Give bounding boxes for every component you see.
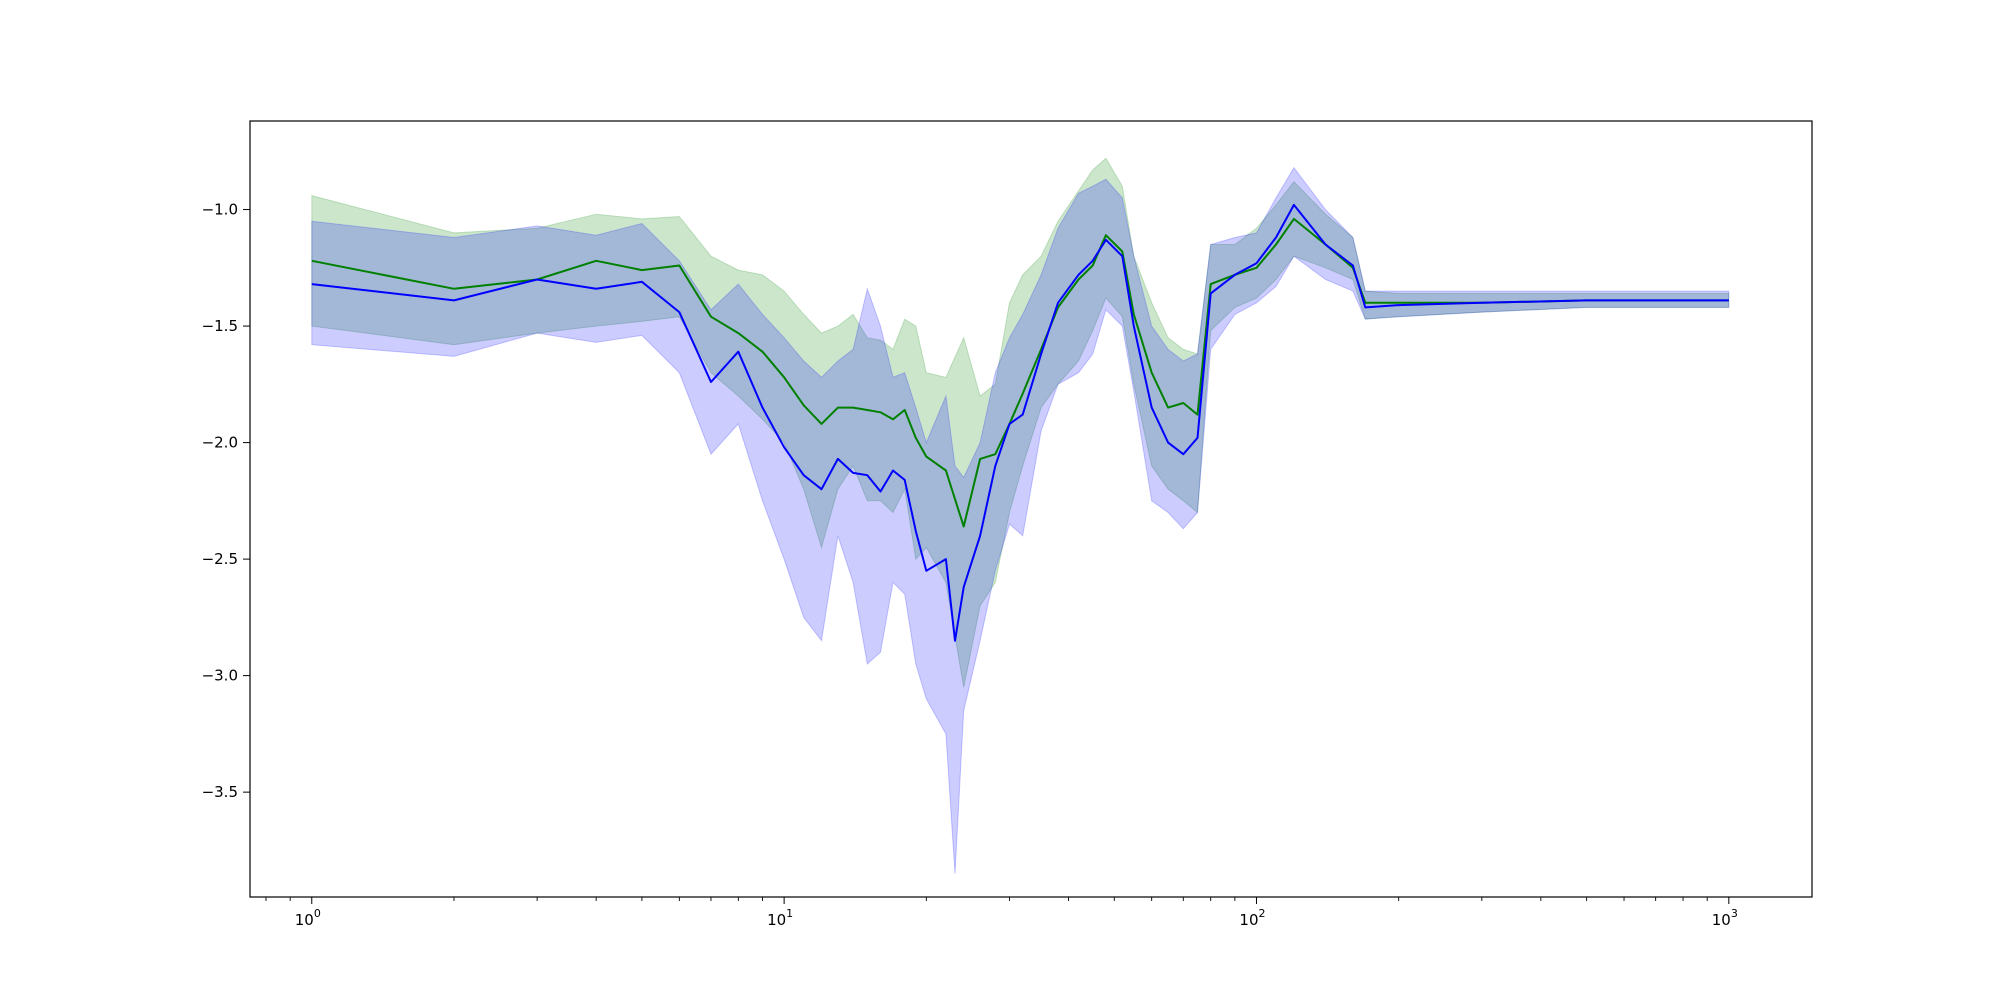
x-tick-label-base: 10 [295, 911, 314, 929]
x-tick-label-exponent: 0 [314, 907, 321, 920]
series-line-1 [311, 217, 1729, 528]
x-tick-label: 102 [1239, 907, 1265, 929]
bands-layer [311, 157, 1730, 874]
plot-frame [249, 120, 1813, 898]
x-tick-label-base: 10 [1239, 911, 1258, 929]
x-tick-label-exponent: 3 [1731, 907, 1738, 920]
x-tick-label-exponent: 2 [1259, 907, 1266, 920]
y-tick-label: −1.5 [202, 317, 238, 335]
series-line-2 [311, 203, 1729, 642]
y-tick-label: −3.0 [202, 667, 238, 685]
y-tick-label: −2.5 [202, 550, 238, 568]
x-axis: 100 101 102 103 [265, 897, 1738, 929]
y-tick-label: −3.5 [202, 783, 238, 801]
y-tick-label: −1.0 [202, 201, 238, 219]
confidence-band-1 [311, 157, 1730, 688]
confidence-band-2 [311, 166, 1730, 874]
x-tick-label: 101 [767, 907, 793, 929]
y-tick-label: −2.0 [202, 434, 238, 452]
x-tick-label-base: 10 [767, 911, 786, 929]
x-tick-label: 103 [1712, 907, 1738, 929]
x-tick-label-base: 10 [1712, 911, 1731, 929]
x-tick-label: 100 [295, 907, 321, 929]
y-axis: −1.0 −1.5 −2.0 −2.5 −3.0 −3.5 [202, 201, 250, 801]
x-tick-label-exponent: 1 [786, 907, 793, 920]
lines-layer [311, 203, 1729, 642]
